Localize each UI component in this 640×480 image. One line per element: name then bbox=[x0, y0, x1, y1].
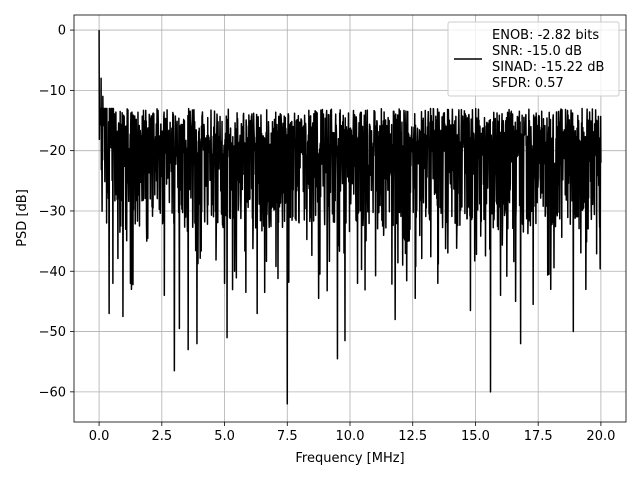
y-tick-label: −30 bbox=[39, 204, 66, 219]
legend-entry-sfdr: SFDR: 0.57 bbox=[492, 76, 564, 91]
x-axis-ticks: 0.0 2.5 5.0 7.5 10.0 12.5 15.0 17.5 20.0 bbox=[89, 422, 615, 444]
x-tick-label: 15.0 bbox=[461, 429, 490, 444]
legend: ENOB: -2.82 bits SNR: -15.0 dB SINAD: -1… bbox=[447, 21, 620, 97]
x-tick-label: 12.5 bbox=[398, 429, 427, 444]
x-tick-label: 10.0 bbox=[336, 429, 365, 444]
legend-entry-snr: SNR: -15.0 dB bbox=[492, 44, 582, 59]
x-tick-label: 2.5 bbox=[151, 429, 172, 444]
x-tick-label: 17.5 bbox=[524, 429, 553, 444]
y-tick-label: −60 bbox=[39, 385, 66, 400]
x-tick-label: 5.0 bbox=[214, 429, 235, 444]
y-tick-label: 0 bbox=[58, 24, 66, 39]
x-tick-label: 7.5 bbox=[277, 429, 298, 444]
y-axis-label: PSD [dB] bbox=[15, 189, 30, 247]
psd-series-line bbox=[98, 30, 602, 405]
plot-area bbox=[98, 30, 602, 405]
y-tick-label: −50 bbox=[39, 325, 66, 340]
y-tick-label: −20 bbox=[39, 144, 66, 159]
y-axis-ticks: 0 −10 −20 −30 −40 −50 −60 bbox=[39, 24, 74, 400]
legend-entry-enob: ENOB: -2.82 bits bbox=[492, 28, 599, 43]
y-tick-label: −40 bbox=[39, 265, 66, 280]
legend-box bbox=[447, 21, 620, 97]
x-tick-label: 0.0 bbox=[89, 429, 110, 444]
x-tick-label: 20.0 bbox=[586, 429, 615, 444]
y-tick-label: −10 bbox=[39, 84, 66, 99]
legend-entry-sinad: SINAD: -15.22 dB bbox=[492, 60, 604, 75]
x-axis-label: Frequency [MHz] bbox=[295, 451, 404, 466]
